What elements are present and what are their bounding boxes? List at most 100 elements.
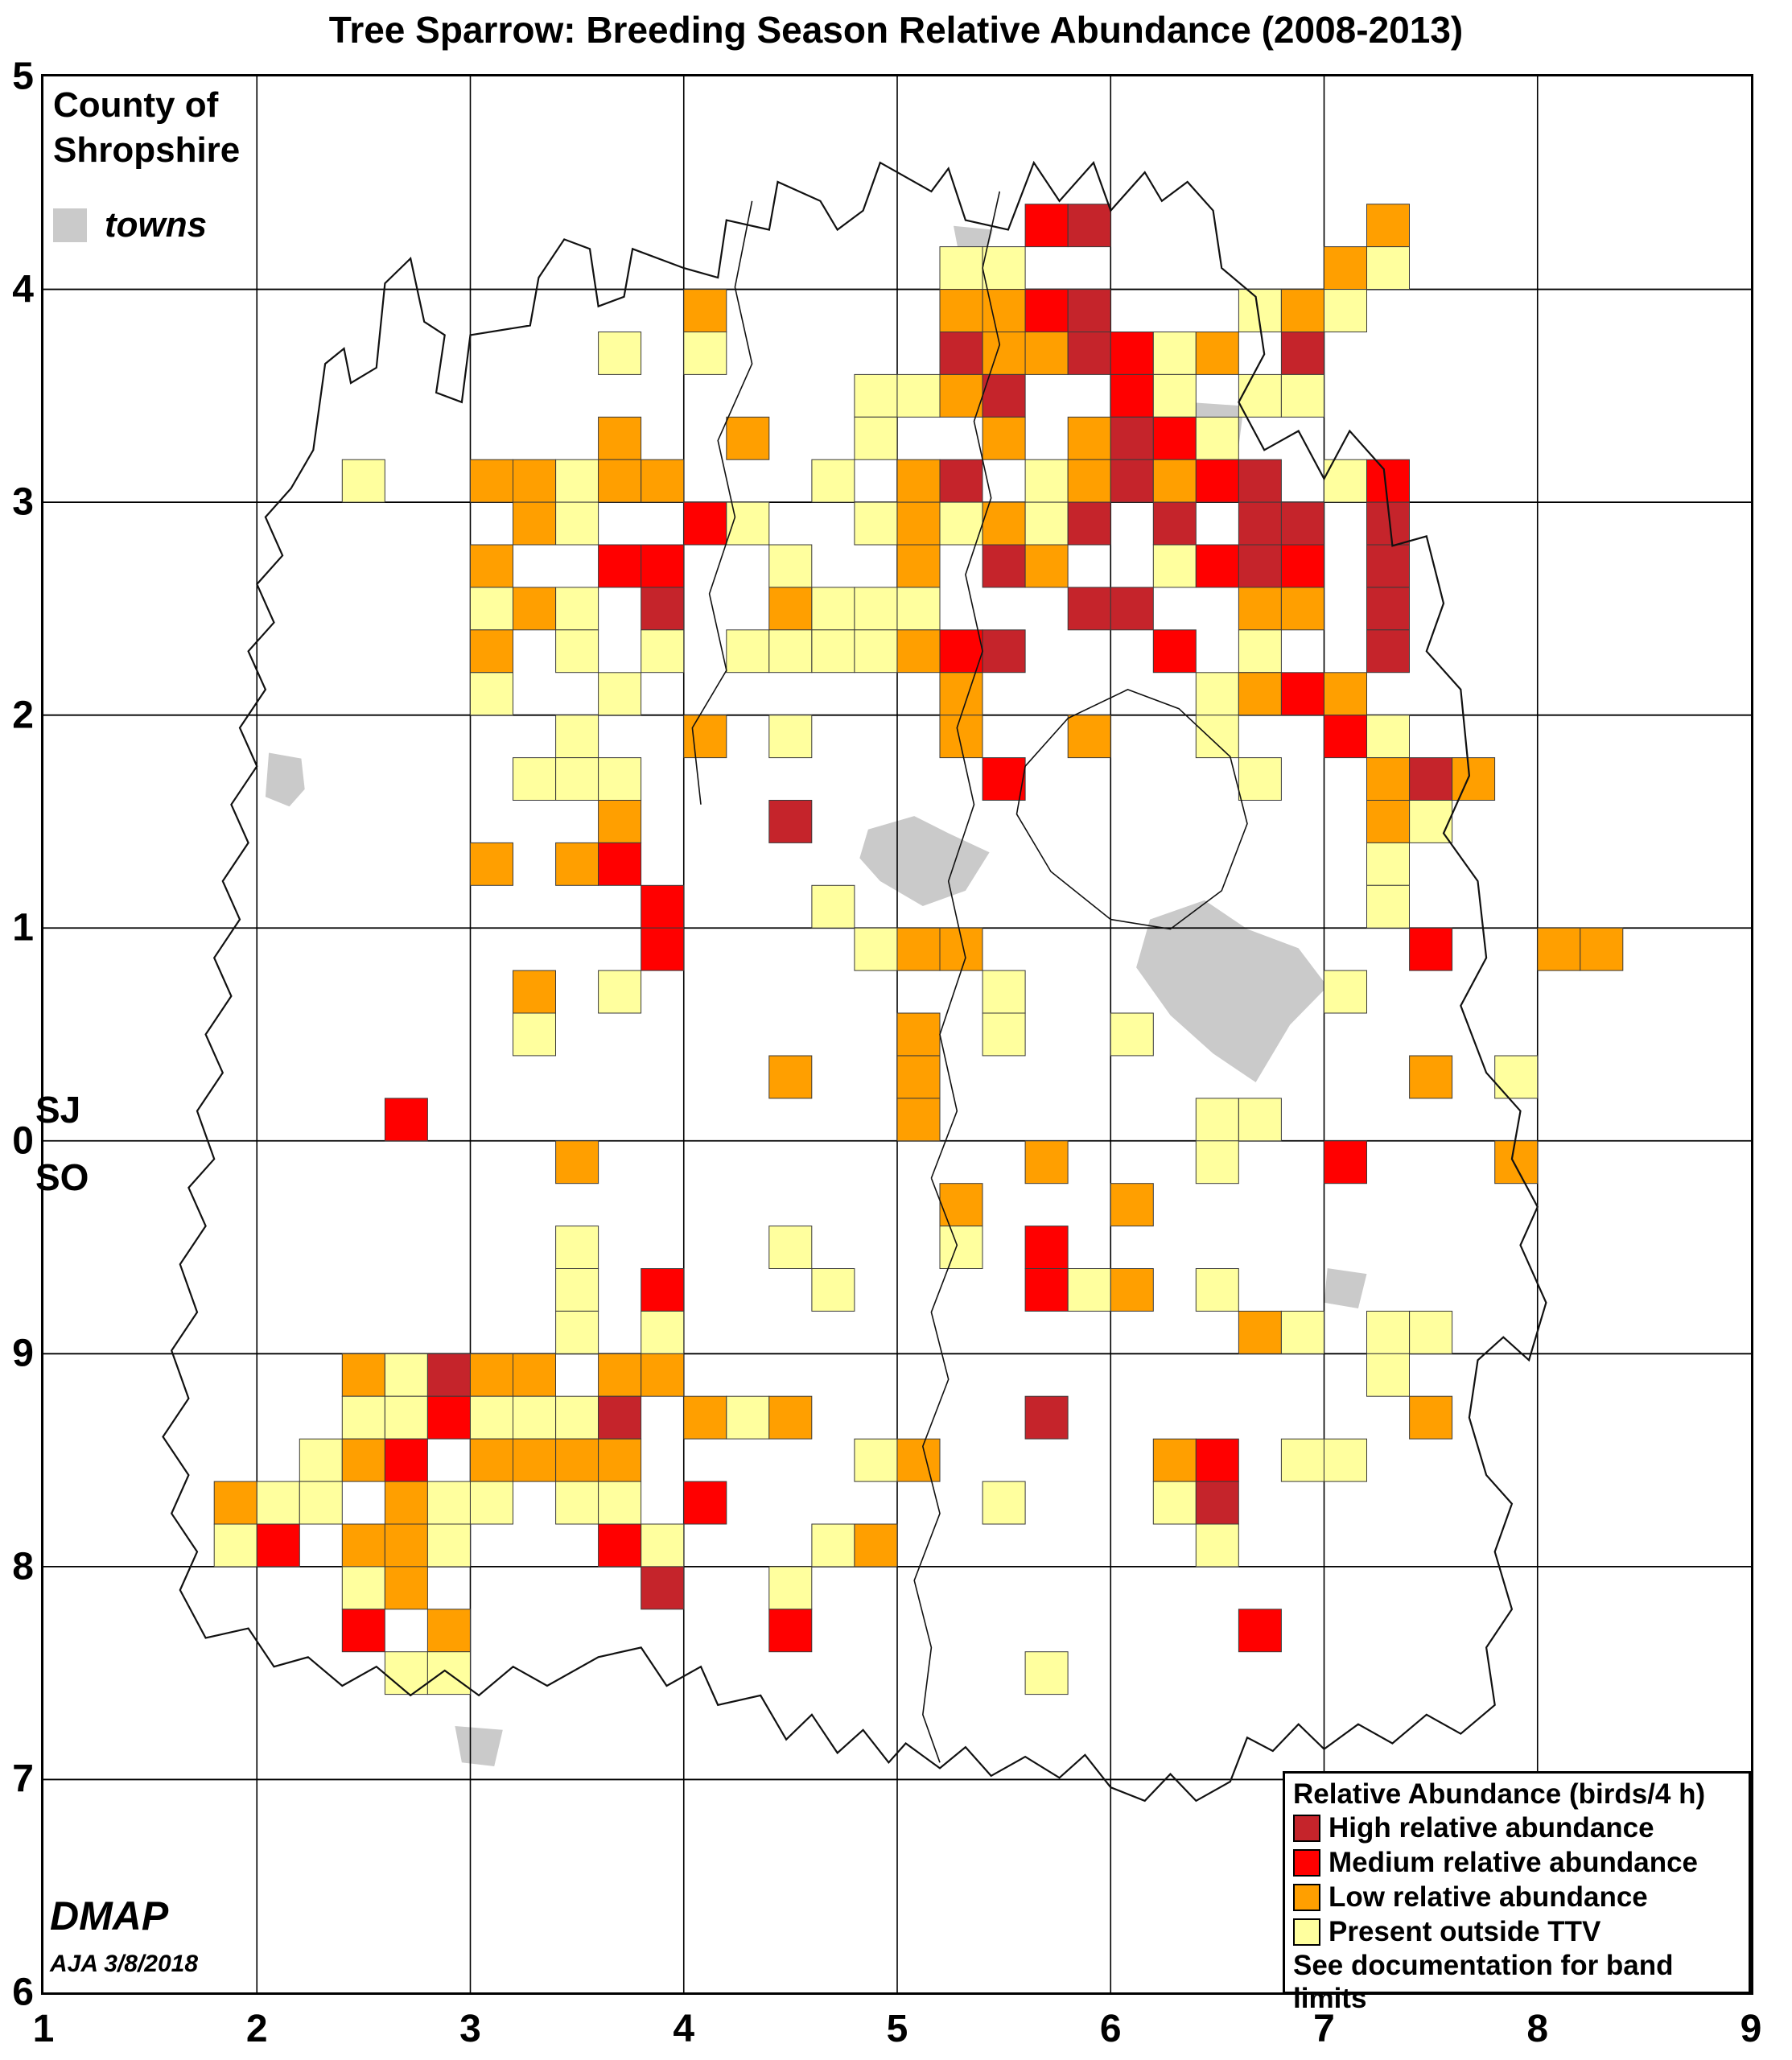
tetrad-cell [982,332,1026,375]
tetrad-cell [598,416,642,460]
y-axis-label: 3 [12,480,34,524]
tetrad-cell [683,1395,727,1440]
tetrad-cell [470,672,513,716]
tetrad-cell [598,1481,642,1525]
abundance-legend: Relative Abundance (birds/4 h) High rela… [1283,1771,1751,2014]
tetrad-cell [854,373,898,418]
tetrad-cell [598,1438,642,1482]
tetrad-cell [641,1310,685,1354]
legend-item-label: Low relative abundance [1329,1881,1648,1913]
tetrad-cell [384,1566,428,1610]
tetrad-cell [939,289,983,333]
tetrad-cell [426,1523,471,1568]
tetrad-cell [768,715,813,759]
tetrad-cell [896,629,941,674]
tetrad-cell [1238,757,1282,801]
tetrad-cell [1366,204,1410,248]
tetrad-cell [1494,1055,1539,1099]
tetrad-cell [513,1438,556,1482]
tetrad-cell [854,1523,898,1568]
tetrad-cell [1067,204,1111,248]
tetrad-cell [982,970,1026,1014]
tetrad-cell [811,629,855,674]
towns-swatch [53,208,87,242]
tetrad-cell [982,757,1026,801]
tetrad-cell [811,587,855,631]
tetrad-cell [426,1395,471,1440]
tetrad-cell [1110,1268,1154,1312]
county-outline [162,160,1547,1802]
tetrad-cell [982,373,1026,418]
grid-letter-so: SO [35,1156,89,1198]
tetrad-cell [213,1523,257,1568]
high-abundance-swatch [1293,1814,1320,1842]
tetrad-cell [384,1395,428,1440]
tetrad-cell [1366,715,1410,759]
distribution-map [43,76,1751,1992]
tetrad-cell [1366,884,1410,929]
medium-abundance-swatch [1293,1848,1320,1877]
tetrad-cell [1195,332,1239,375]
tetrad-cell [598,800,642,843]
tetrad-cell [896,373,941,418]
tetrad-cell [939,927,983,971]
tetrad-cell [341,1566,385,1610]
tetrad-cell [598,672,642,716]
tetrad-cell [1238,544,1282,588]
tetrad-cell [1366,1353,1410,1397]
tetrad-cell [1024,289,1069,333]
tetrad-cell [384,1523,428,1568]
tetrad-cell [768,629,813,674]
tetrad-cell [1152,459,1197,503]
tetrad-cell [896,1438,941,1482]
tetrad-cell [1067,459,1111,503]
tetrad-cell [341,459,385,503]
dmap-watermark: DMAP [50,1893,169,1938]
tetrad-cell [1110,332,1154,375]
y-axis-label: 8 [12,1545,34,1588]
tetrad-cell [641,1268,685,1312]
tetrad-cell [1024,459,1069,503]
legend-item-high: High relative abundance [1293,1811,1742,1845]
tetrad-cell [513,1012,556,1057]
tetrad-cell [1409,1310,1453,1354]
x-axis-label: 9 [1740,2008,1762,2050]
tetrad-cell [1067,501,1111,546]
tetrad-cell [1195,416,1239,460]
tetrad-cell [811,459,855,503]
dmap-credit: AJA 3/8/2018 [50,1951,199,1977]
low-abundance-swatch [1293,1883,1320,1911]
tetrad-cell [683,501,727,546]
tetrad-cell [1152,1438,1197,1482]
tetrad-cell [982,416,1026,460]
tetrad-cell [939,715,983,759]
tetrad-cell [470,1353,513,1397]
tetrad-cell [1452,757,1496,801]
district-boundary [691,200,753,805]
tetrad-cell [256,1481,300,1525]
tetrad-cell [641,459,685,503]
tetrad-cell [641,927,685,971]
tetrad-cell [1024,501,1069,546]
tetrad-cell [513,501,556,546]
tetrad-cell [1238,373,1282,418]
tetrad-cell [384,1098,428,1142]
tetrad-cell [896,927,941,971]
tetrad-cell [1195,1481,1239,1525]
tetrad-cell [555,842,599,886]
tetrad-cell [555,1268,599,1312]
tetrad-cell [641,1566,685,1610]
tetrad-cell [1195,672,1239,716]
tetrad-cell [1324,715,1367,759]
x-axis-label: 3 [459,2008,481,2050]
tetrad-cell [854,416,898,460]
tetrad-cell [513,459,556,503]
tetrad-cell [1409,1055,1453,1099]
county-legend: County of Shropshire towns [53,83,240,245]
tetrad-cell [1238,672,1282,716]
tetrad-cell [426,1353,471,1397]
tetrad-cell [1152,416,1197,460]
tetrad-cell [555,715,599,759]
town-blob [265,752,305,807]
tetrad-cell [726,1395,770,1440]
